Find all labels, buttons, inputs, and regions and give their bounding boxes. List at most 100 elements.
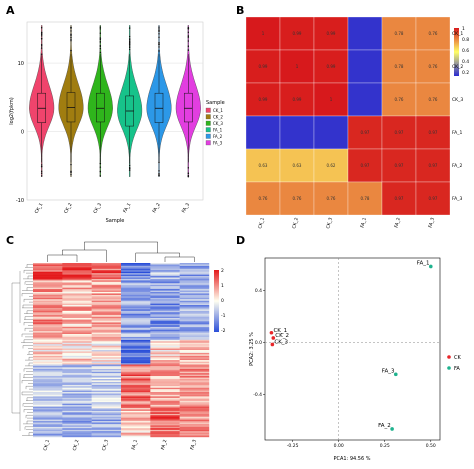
expr-cell xyxy=(150,267,180,269)
expr-cell xyxy=(121,270,151,272)
corr-cell xyxy=(381,148,417,183)
pca-x-axis-label: PCA1: 94.56 % xyxy=(333,456,370,462)
expr-cell xyxy=(179,307,210,310)
expr-cell xyxy=(62,416,92,419)
expr-cell xyxy=(91,335,122,338)
expr-cell xyxy=(150,325,180,327)
expr-cell xyxy=(179,274,210,277)
expr-cell xyxy=(33,278,63,281)
violin-outlier-point xyxy=(128,43,131,46)
corr-cell-label: 0.97 xyxy=(395,196,404,201)
expr-cell xyxy=(179,318,210,320)
expr-cell xyxy=(150,274,180,277)
expr-cell xyxy=(121,281,151,284)
expr-cell xyxy=(179,334,210,336)
expr-cell xyxy=(179,271,210,274)
expr-cell xyxy=(121,432,151,435)
expr-cell xyxy=(150,383,180,385)
expr-cell xyxy=(179,354,210,356)
expr-cell xyxy=(179,380,210,383)
expr-cell xyxy=(179,303,210,306)
expr-cell xyxy=(179,278,210,281)
expr-cell xyxy=(179,393,210,396)
expr-cell xyxy=(121,352,151,355)
corr-cell-label: 0.97 xyxy=(361,130,370,135)
corr-cell-label: 0.76 xyxy=(429,97,438,102)
expr-cell xyxy=(62,271,92,274)
expr-cell xyxy=(91,284,122,287)
expr-cell xyxy=(33,360,63,362)
corr-cell-label: 1 xyxy=(262,31,265,36)
expr-cell xyxy=(121,355,151,358)
expr-cell xyxy=(179,323,210,326)
expr-cell xyxy=(91,278,122,281)
expr-cell xyxy=(91,373,122,375)
expr-cell xyxy=(91,383,122,385)
corr-scale-tick: 0.6 xyxy=(462,48,469,54)
expr-cell xyxy=(121,354,151,356)
expr-cell xyxy=(150,389,180,391)
expr-cell xyxy=(62,334,92,336)
expr-cell xyxy=(179,319,210,322)
corr-cell xyxy=(415,148,451,183)
expr-cell xyxy=(121,336,151,339)
expr-cell xyxy=(62,286,92,288)
expr-cell xyxy=(62,284,92,287)
expr-cell xyxy=(179,403,210,406)
expr-cell xyxy=(179,347,210,349)
expr-cell xyxy=(62,344,92,346)
expr-cell xyxy=(33,408,63,410)
expr-cell xyxy=(62,352,92,355)
expr-cell xyxy=(179,336,210,339)
expr-col-label: FA_3 xyxy=(189,439,198,451)
violin-outlier-point xyxy=(40,33,43,36)
corr-scale-tick: 0.4 xyxy=(462,59,469,65)
corr-scale-tick: 0.2 xyxy=(462,70,469,76)
pca-point-CK_3 xyxy=(270,342,275,347)
expr-cell xyxy=(62,276,92,278)
expr-scale-tick: 2 xyxy=(221,268,224,274)
expr-cell xyxy=(62,432,92,435)
violin-legend-label: FA_3 xyxy=(213,141,223,146)
expr-cell xyxy=(121,434,151,436)
expr-cell xyxy=(179,355,210,358)
corr-cell xyxy=(347,16,383,51)
expr-cell xyxy=(91,350,122,352)
expr-cell xyxy=(62,322,92,325)
expr-cell xyxy=(33,323,63,326)
expr-cell xyxy=(150,354,180,356)
expr-cell xyxy=(179,342,210,345)
expr-cell xyxy=(179,326,210,329)
expr-cell xyxy=(121,271,151,274)
expr-cell xyxy=(179,422,210,425)
expr-cell xyxy=(179,389,210,391)
corr-col-label: FA_1 xyxy=(359,217,368,229)
expr-cell xyxy=(121,289,151,291)
expr-cell xyxy=(62,408,92,410)
expr-cell xyxy=(91,326,122,329)
violin-outlier-point xyxy=(158,28,160,30)
violin-legend-swatch xyxy=(205,127,211,133)
expr-cell xyxy=(179,312,210,314)
violin-plot-panel: log2(fpkm) Sample Sample -10 0 10 CK_1 CK_1 C… xyxy=(9,21,225,224)
pca-scatter-panel: PCA1: 94.56 % PCA2: 3.25 % -0.25 0.00 0.25… xyxy=(249,257,461,462)
violin-outlier-point xyxy=(99,166,102,168)
corr-cell xyxy=(347,49,383,84)
expr-cell xyxy=(150,423,180,426)
violin-outlier-point xyxy=(158,170,160,172)
pca-x-tick-label: 0.25 xyxy=(380,443,390,449)
expr-cell xyxy=(33,348,63,351)
expr-cell xyxy=(91,323,122,326)
expr-cell xyxy=(91,406,122,409)
expr-cell xyxy=(91,297,122,300)
violin-outlier-point xyxy=(187,176,190,178)
expr-cell xyxy=(179,367,210,370)
expr-cell xyxy=(121,350,151,352)
expr-cell xyxy=(179,412,210,414)
expr-cell xyxy=(121,428,151,430)
expr-cell xyxy=(150,358,180,361)
expr-cell xyxy=(91,273,122,275)
expr-cell xyxy=(91,421,122,423)
expr-cell xyxy=(62,351,92,354)
expr-cell xyxy=(179,428,210,430)
